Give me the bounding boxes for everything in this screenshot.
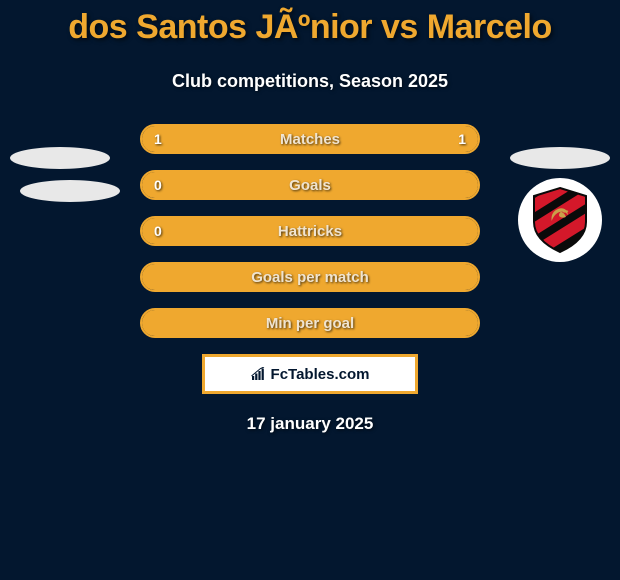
stat-label: Matches [280, 131, 340, 148]
stat-row: 1 1 Matches [0, 124, 620, 154]
stat-row: Goals per match [0, 262, 620, 292]
stat-label: Goals [289, 177, 331, 194]
stat-label: Min per goal [266, 315, 354, 332]
stat-row: Min per goal [0, 308, 620, 338]
fctables-inner: FcTables.com [205, 357, 415, 391]
stat-row: 0 Hattricks [0, 216, 620, 246]
stat-label: Hattricks [278, 223, 342, 240]
stat-bar: Min per goal [140, 308, 480, 338]
stat-bar: 1 1 Matches [140, 124, 480, 154]
stat-value-left: 0 [154, 177, 162, 193]
stat-bar: 0 Hattricks [140, 216, 480, 246]
stat-bar: Goals per match [140, 262, 480, 292]
stats-container: 1 1 Matches 0 Goals 0 Hattricks Goals per match… [0, 124, 620, 338]
fctables-attribution: FcTables.com [202, 354, 418, 394]
date-label: 17 january 2025 [0, 414, 620, 434]
stat-value-left: 1 [154, 131, 162, 147]
stat-row: 0 Goals [0, 170, 620, 200]
stat-label: Goals per match [251, 269, 369, 286]
stat-value-left: 0 [154, 223, 162, 239]
stat-bar: 0 Goals [140, 170, 480, 200]
page-subtitle: Club competitions, Season 2025 [0, 71, 620, 92]
stat-value-right: 1 [458, 131, 466, 147]
chart-icon [251, 367, 267, 381]
fctables-label: FcTables.com [271, 366, 370, 383]
page-title: dos Santos JÃºnior vs Marcelo [0, 0, 620, 47]
